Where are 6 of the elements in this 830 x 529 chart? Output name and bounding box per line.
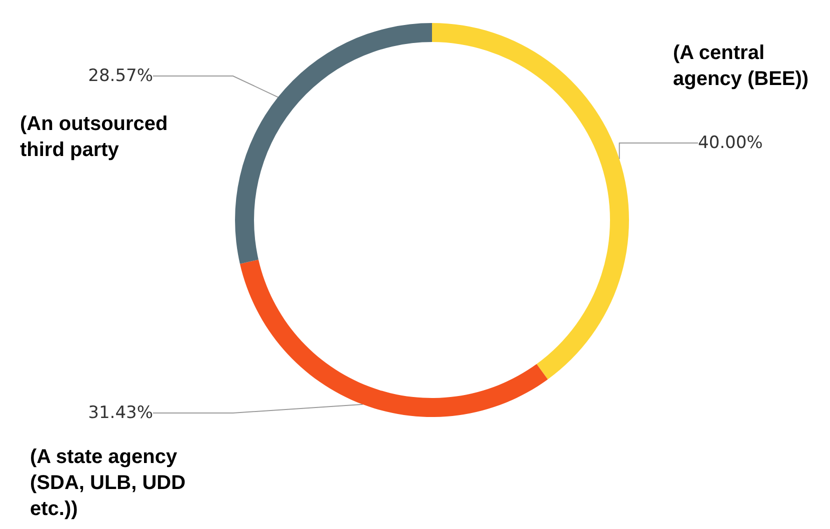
data-label: 40.00%: [698, 133, 763, 153]
data-label: 28.57%: [88, 66, 153, 86]
slice-label: (A central agency (BEE)): [673, 42, 809, 90]
slice-label: (An outsourced third party: [20, 113, 174, 161]
data-label: 31.43%: [88, 403, 153, 423]
slice-label: (A state agency (SDA, ULB, UDD etc.)): [30, 446, 192, 520]
